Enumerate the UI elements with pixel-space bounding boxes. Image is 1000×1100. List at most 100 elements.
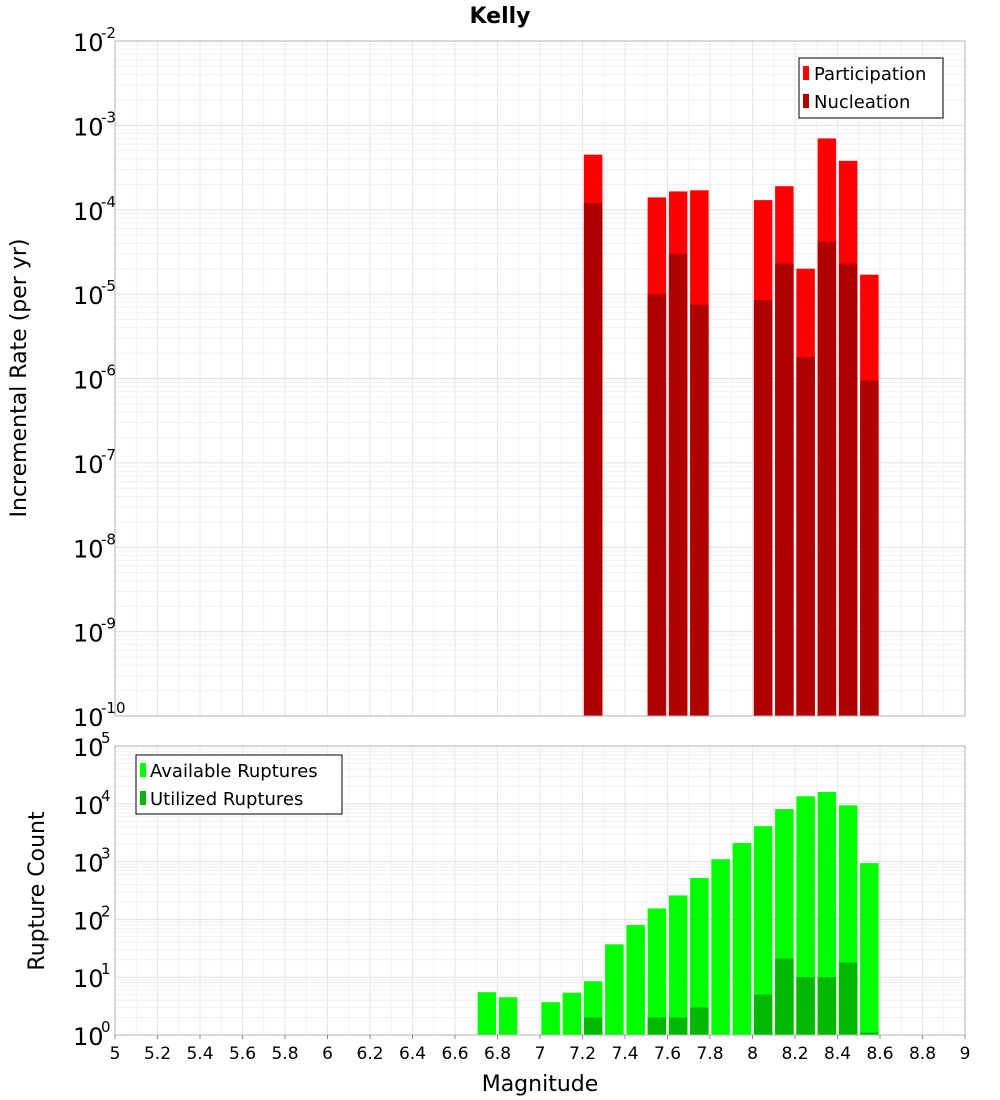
- x-tick-label: 9: [960, 1044, 971, 1064]
- available-ruptures-bar: [562, 992, 582, 1035]
- x-ticks: 5 5.2 5.4 5.6 5.8 6 6.2 6.4 6.6 6.8 7 7.2 7.4 7.6 7.8 8…: [110, 1035, 971, 1064]
- utilized-ruptures-bar: [668, 1017, 688, 1035]
- available-ruptures-bar: [498, 997, 518, 1035]
- available-ruptures-bar: [690, 878, 709, 1035]
- x-tick-label: 5.8: [271, 1044, 298, 1064]
- legend-label-nucleation: Nucleation: [814, 92, 910, 113]
- top-y-tick-label: 10: [73, 535, 104, 563]
- top-plot-frame: [114, 40, 966, 717]
- x-tick-label: 8.6: [866, 1044, 893, 1064]
- bottom-legend-box: [135, 754, 343, 815]
- nucleation-bar: [838, 263, 858, 716]
- x-tick-label: 5: [110, 1044, 121, 1064]
- x-tick-label: 7.6: [654, 1044, 681, 1064]
- top-legend: Participation Nucleation: [798, 57, 944, 119]
- top-y-tick-label-exponent: -6: [101, 362, 116, 380]
- x-tick-label: 6.4: [399, 1044, 426, 1064]
- utilized-ruptures-bar: [838, 962, 858, 1035]
- top-y-tick-label: 10: [73, 704, 104, 732]
- available-ruptures-bar: [732, 842, 752, 1035]
- bottom-y-tick-label-exponent: 1: [101, 960, 111, 978]
- utilized-ruptures-bar: [647, 1017, 667, 1035]
- bottom-y-tick-label-exponent: 4: [101, 787, 111, 805]
- top-y-tick-label-exponent: -3: [101, 108, 116, 126]
- legend-swatch-available: [140, 763, 146, 777]
- bottom-y-axis-label: Rupture Count: [25, 811, 50, 971]
- x-tick-label: 5.2: [144, 1044, 171, 1064]
- bottom-y-tick-label: 10: [73, 792, 104, 820]
- x-tick-label: 7.8: [696, 1044, 723, 1064]
- top-y-axis-label: Incremental Rate (per yr): [7, 239, 32, 518]
- bottom-y-tick-label-exponent: 5: [101, 729, 111, 747]
- available-ruptures-bar: [647, 908, 667, 1035]
- utilized-ruptures-bar: [817, 977, 837, 1035]
- available-ruptures-bar: [668, 895, 688, 1035]
- top-y-tick-label: 10: [73, 113, 104, 141]
- utilized-ruptures-bar: [860, 1032, 879, 1035]
- top-y-ticks: 10-210-310-410-510-610-710-810-910-10: [73, 24, 126, 732]
- bottom-y-tick-label-exponent: 0: [101, 1018, 111, 1036]
- bottom-y-tick-label: 10: [73, 850, 104, 878]
- nucleation-bar: [753, 300, 773, 716]
- nucleation-bar: [796, 356, 815, 716]
- x-tick-label: 6.6: [441, 1044, 468, 1064]
- bottom-y-tick-label: 10: [73, 907, 104, 935]
- bottom-legend: Available Ruptures Utilized Ruptures: [135, 754, 343, 815]
- x-tick-label: 6.2: [356, 1044, 383, 1064]
- legend-swatch-participation: [803, 66, 809, 80]
- available-ruptures-bar: [477, 992, 497, 1035]
- nucleation-bar: [647, 294, 667, 716]
- available-ruptures-bar: [753, 826, 773, 1035]
- top-y-tick-label-exponent: -4: [101, 193, 116, 211]
- nucleation-bar: [817, 241, 837, 717]
- top-y-tick-label: 10: [73, 198, 104, 226]
- top-y-tick-label: 10: [73, 367, 104, 395]
- top-y-tick-label-exponent: -9: [101, 615, 116, 633]
- top-y-tick-label-exponent: -5: [101, 277, 116, 295]
- nucleation-bar: [583, 203, 603, 716]
- nucleation-bar: [690, 304, 709, 716]
- legend-label-participation: Participation: [814, 64, 926, 85]
- utilized-ruptures-bar: [690, 1007, 709, 1035]
- x-tick-label: 5.6: [229, 1044, 256, 1064]
- utilized-ruptures-bar: [583, 1017, 603, 1035]
- top-gridlines: [114, 41, 966, 717]
- top-bars: [583, 138, 879, 717]
- available-ruptures-bar: [626, 925, 645, 1035]
- nucleation-bar: [775, 263, 794, 716]
- x-tick-label: 8.2: [781, 1044, 808, 1064]
- legend-swatch-utilized: [140, 791, 146, 805]
- x-tick-label: 8: [747, 1044, 758, 1064]
- x-axis-label: Magnitude: [482, 1072, 599, 1097]
- nucleation-bar: [860, 380, 879, 716]
- top-y-tick-label-exponent: -7: [101, 446, 116, 464]
- bottom-y-tick-label-exponent: 3: [101, 845, 111, 863]
- x-tick-label: 7.2: [569, 1044, 596, 1064]
- available-ruptures-bar: [541, 1002, 560, 1035]
- x-tick-label: 7.4: [611, 1044, 638, 1064]
- top-y-tick-label: 10: [73, 282, 104, 310]
- x-tick-label: 8.4: [824, 1044, 851, 1064]
- utilized-ruptures-bar: [775, 958, 794, 1035]
- utilized-ruptures-bar: [796, 977, 815, 1035]
- available-ruptures-bar: [796, 796, 815, 1035]
- available-ruptures-bar: [605, 944, 624, 1035]
- top-y-tick-label-exponent: -2: [101, 24, 116, 42]
- top-y-tick-label-exponent: -8: [101, 530, 116, 548]
- bottom-y-tick-label: 10: [73, 734, 104, 762]
- top-y-tick-label: 10: [73, 620, 104, 648]
- bottom-bars: [477, 792, 879, 1035]
- available-ruptures-bar: [711, 859, 730, 1035]
- legend-label-available: Available Ruptures: [150, 761, 318, 782]
- legend-label-utilized: Utilized Ruptures: [150, 789, 303, 810]
- available-ruptures-bar: [860, 863, 879, 1035]
- bottom-y-tick-label-exponent: 2: [101, 902, 111, 920]
- top-y-tick-label-exponent: -10: [101, 699, 126, 717]
- top-y-tick-label: 10: [73, 29, 104, 57]
- available-ruptures-bar: [817, 792, 837, 1035]
- x-tick-label: 6: [322, 1044, 333, 1064]
- x-tick-label: 5.4: [186, 1044, 213, 1064]
- top-legend-box: [798, 57, 944, 119]
